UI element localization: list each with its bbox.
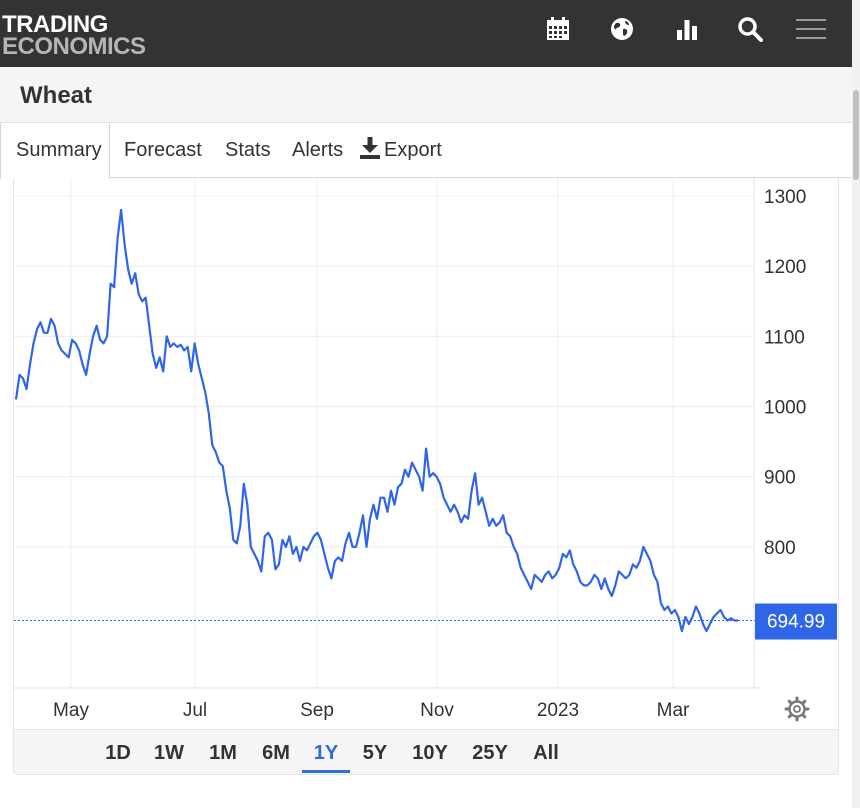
x-tick-label: Sep — [300, 700, 334, 721]
tab-forecast[interactable]: Forecast — [124, 139, 202, 161]
range-1m-button[interactable]: 1M — [209, 742, 237, 764]
page-scrollbar-thumb[interactable] — [853, 90, 859, 180]
price-chart[interactable]: 800 900 1000 1100 1200 1300 May Jul Sep Nov 2023 M… — [14, 178, 839, 729]
y-tick-label: 1300 — [764, 187, 806, 208]
top-navbar — [0, 0, 852, 67]
globe-icon[interactable] — [607, 14, 637, 44]
download-icon — [360, 137, 380, 159]
tab-export-label: Export — [384, 139, 442, 161]
x-tick-label: Nov — [420, 700, 454, 721]
x-tick-label: 2023 — [537, 700, 579, 721]
x-tick-label: Mar — [657, 700, 690, 721]
y-tick-label: 900 — [764, 468, 796, 489]
calendar-icon[interactable] — [543, 14, 573, 44]
page-scrollbar-track[interactable] — [852, 0, 860, 808]
y-tick-label: 1200 — [764, 257, 806, 278]
bar-chart-icon[interactable] — [672, 14, 702, 44]
tab-bar: Summary Forecast Stats Alerts Export — [0, 122, 852, 179]
y-tick-label: 800 — [764, 538, 796, 559]
range-1d-button[interactable]: 1D — [105, 742, 131, 764]
page-title: Wheat — [20, 82, 92, 109]
search-icon[interactable] — [735, 14, 765, 44]
chart-panel: 800 900 1000 1100 1200 1300 May Jul Sep Nov 2023 M… — [13, 178, 839, 775]
range-1w-button[interactable]: 1W — [154, 742, 184, 764]
last-value-label: 694.99 — [767, 612, 825, 633]
active-range-underline — [302, 770, 350, 773]
logo-line-1: TRADING — [2, 11, 108, 38]
y-tick-label: 1100 — [764, 327, 805, 348]
settings-gear-icon[interactable] — [784, 696, 810, 722]
tab-export[interactable]: Export — [360, 123, 442, 178]
tab-summary[interactable]: Summary — [0, 123, 110, 179]
range-10y-button[interactable]: 10Y — [412, 742, 448, 764]
range-1y-button[interactable]: 1Y — [313, 742, 339, 764]
y-tick-label: 1000 — [764, 398, 806, 419]
menu-icon[interactable] — [795, 14, 827, 44]
series-line-wheat — [14, 208, 738, 633]
tab-alerts[interactable]: Alerts — [292, 139, 344, 161]
range-selector: 1D 1W 1M 6M 1Y 5Y 10Y 25Y All — [14, 729, 838, 774]
range-25y-button[interactable]: 25Y — [472, 742, 508, 764]
title-bar — [0, 67, 852, 122]
trading-economics-logo[interactable]: TRADING ECONOMICS — [2, 11, 146, 60]
range-all-button[interactable]: All — [533, 742, 559, 764]
last-value-badge — [755, 603, 837, 640]
x-tick-label: May — [53, 700, 89, 721]
range-6m-button[interactable]: 6M — [262, 742, 290, 764]
logo-line-2: ECONOMICS — [2, 33, 146, 60]
range-5y-button[interactable]: 5Y — [362, 742, 388, 764]
tab-stats[interactable]: Stats — [225, 139, 271, 161]
x-tick-label: Jul — [183, 700, 207, 721]
